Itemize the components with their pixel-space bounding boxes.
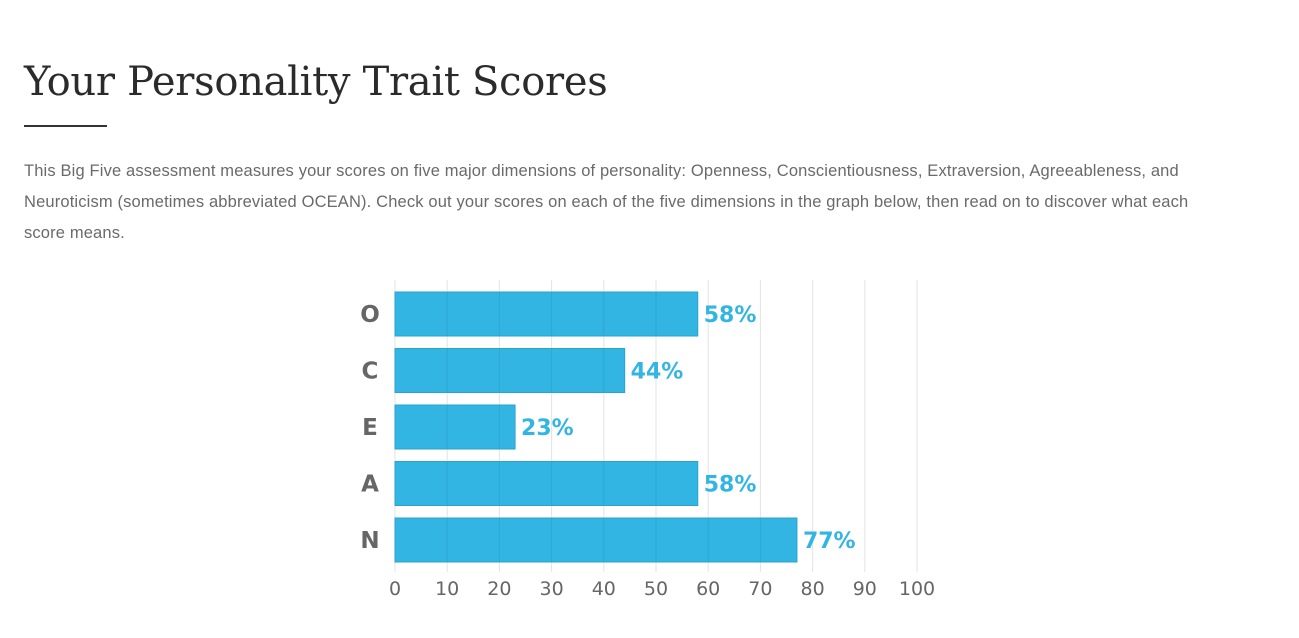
bar — [394, 291, 699, 337]
x-tick-label: 50 — [644, 578, 668, 600]
x-tick-label: 80 — [801, 578, 825, 600]
category-label: E — [362, 415, 378, 441]
bar — [394, 404, 516, 450]
bar — [394, 348, 626, 393]
category-label: C — [362, 359, 379, 385]
value-label: 58% — [704, 303, 757, 328]
page-title: Your Personality Trait Scores — [24, 59, 608, 105]
x-tick-label: 70 — [748, 578, 772, 600]
x-tick-label-group: 0 10 20 30 40 50 60 70 80 90 100 — [389, 578, 935, 600]
x-tick-label: 20 — [487, 578, 511, 600]
x-tick-label: 30 — [540, 578, 564, 600]
bar — [394, 461, 699, 506]
category-label: N — [360, 528, 379, 554]
title-underline — [24, 125, 107, 127]
trait-scores-chart: 58% 44% 23% 58% 77% O C E A N 0 10 20 30 40 50 60 70 80 9… — [360, 280, 935, 600]
x-tick-label: 60 — [696, 578, 720, 600]
category-label-group: O C E A N — [360, 302, 380, 554]
value-label: 58% — [704, 473, 757, 498]
bar — [394, 517, 798, 563]
value-label: 77% — [803, 529, 856, 554]
intro-paragraph: This Big Five assessment measures your s… — [24, 162, 1189, 242]
x-tick-label: 0 — [389, 578, 401, 600]
value-label: 23% — [521, 416, 574, 441]
category-label: A — [361, 472, 379, 498]
x-tick-label: 90 — [853, 578, 877, 600]
x-tick-label: 100 — [899, 578, 935, 600]
value-label: 44% — [631, 360, 684, 385]
value-label-group: 58% 44% 23% 58% 77% — [521, 303, 856, 554]
x-tick-label: 10 — [435, 578, 459, 600]
category-label: O — [360, 302, 380, 328]
x-tick-label: 40 — [592, 578, 616, 600]
grid-lines-over-bars — [446, 292, 761, 562]
bar-group — [394, 291, 798, 563]
